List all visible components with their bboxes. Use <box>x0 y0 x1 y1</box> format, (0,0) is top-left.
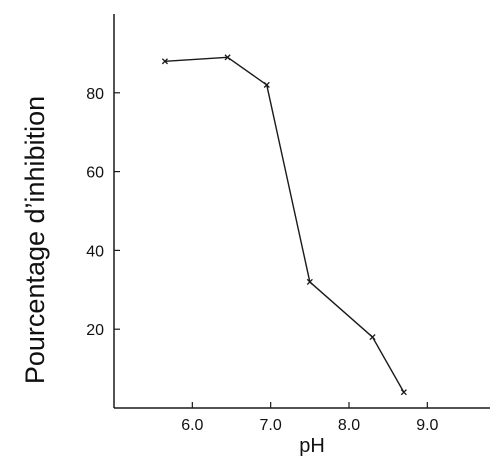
data-point <box>306 278 313 285</box>
x-tick-label: 6.0 <box>181 417 203 434</box>
data-point <box>400 389 407 396</box>
data-point <box>369 334 376 341</box>
series-line <box>164 56 405 393</box>
y-tick-label: 20 <box>86 322 104 339</box>
y-tick-label: 80 <box>86 86 104 103</box>
data-point <box>263 81 270 88</box>
y-tick-label: 40 <box>86 243 104 260</box>
x-tick-label: 9.0 <box>416 417 438 434</box>
y-axis-title: Pourcentage d’inhibition <box>20 96 50 384</box>
y-ticks: 20 40 60 80 <box>86 86 120 339</box>
axes <box>113 14 490 409</box>
series-layer <box>161 54 407 396</box>
x-tick-label: 7.0 <box>260 417 282 434</box>
y-tick-label: 60 <box>86 165 104 182</box>
data-point <box>161 58 168 65</box>
x-tick-label: 8.0 <box>338 417 360 434</box>
x-axis-title: pH <box>299 435 325 457</box>
x-ticks: 6.0 7.0 8.0 9.0 <box>181 402 439 434</box>
data-point <box>224 54 231 61</box>
